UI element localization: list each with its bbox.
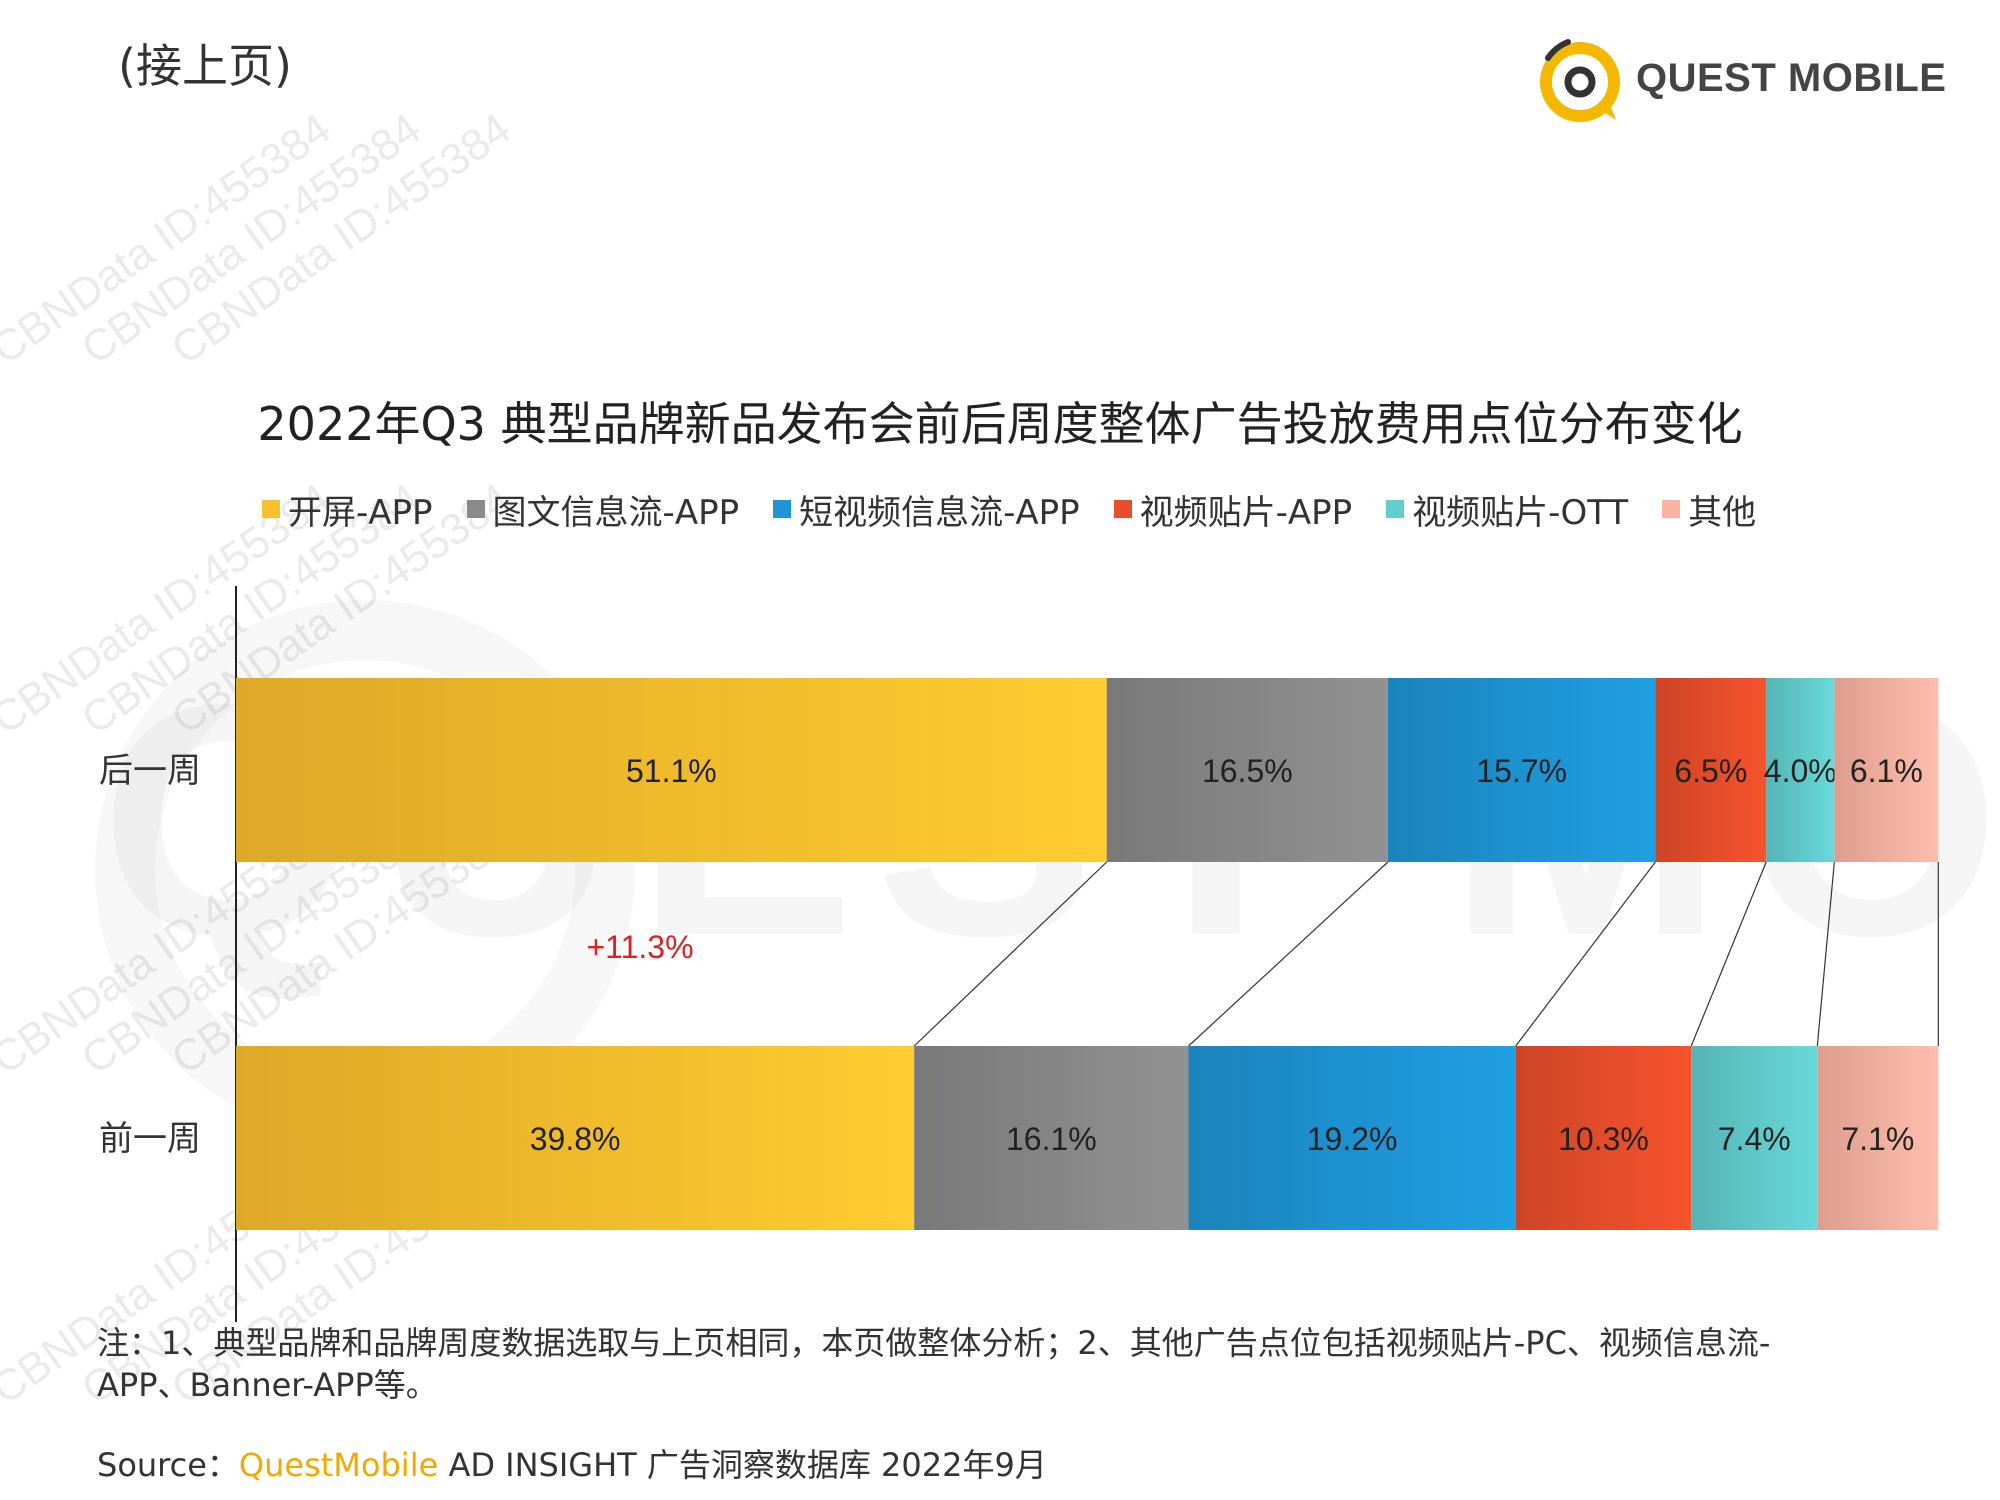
legend-item: 视频贴片-OTT	[1386, 485, 1628, 534]
bar-segment	[1106, 678, 1388, 862]
bar-segment	[1766, 678, 1835, 862]
connector-line	[1816, 861, 1835, 1047]
footnote: 注：1、典型品牌和品牌周度数据选取与上页相同，本页做整体分析；2、其他广告点位包…	[97, 1322, 1887, 1406]
legend-label: 图文信息流-APP	[492, 492, 740, 533]
change-annotation: +11.3%	[586, 929, 693, 965]
legend-item: 视频贴片-APP	[1113, 485, 1353, 534]
bar-segment	[236, 678, 1107, 862]
source-label: Source：	[97, 1446, 239, 1484]
data-label: 16.1%	[1006, 1121, 1097, 1157]
connector-line	[1690, 861, 1767, 1047]
legend-swatch	[1662, 500, 1681, 518]
bar-segment	[1188, 1046, 1516, 1230]
bar-segment	[1515, 1046, 1692, 1230]
connector-line	[1188, 861, 1389, 1047]
legend-item: 图文信息流-APP	[466, 485, 740, 534]
quest-mobile-logo: QUEST MOBILE	[1528, 28, 1946, 128]
category-label: 后一周	[99, 751, 201, 791]
legend-swatch	[1113, 500, 1132, 518]
legend-label: 视频贴片-APP	[1139, 492, 1353, 533]
bar-segment	[1691, 1046, 1818, 1230]
source-line: Source：QuestMobile AD INSIGHT 广告洞察数据库 20…	[97, 1440, 1047, 1486]
bar-segment	[1834, 678, 1939, 862]
data-label: 51.1%	[626, 753, 717, 789]
legend-swatch	[1386, 500, 1405, 518]
connector-line	[1515, 861, 1656, 1047]
legend-swatch	[466, 500, 485, 518]
legend-item: 其他	[1662, 485, 1756, 534]
continued-label: (接上页)	[118, 39, 292, 93]
data-label: 10.3%	[1558, 1121, 1649, 1157]
chart-title: 2022年Q3 典型品牌新品发布会前后周度整体广告投放费用点位分布变化	[257, 397, 1743, 451]
legend-swatch	[262, 500, 280, 518]
data-label: 6.1%	[1850, 753, 1923, 789]
legend-swatch	[773, 500, 792, 518]
data-label: 7.1%	[1841, 1121, 1914, 1157]
data-label: 19.2%	[1307, 1121, 1398, 1157]
connector-line	[913, 861, 1108, 1047]
footnote-line-1: 注：1、典型品牌和品牌周度数据选取与上页相同，本页做整体分析；2、其他广告点位包…	[97, 1324, 1771, 1362]
source-brand: QuestMobile	[238, 1446, 439, 1484]
legend-item: 开屏-APP	[262, 485, 433, 534]
bar-segment	[1387, 678, 1656, 862]
chart-legend: 开屏-APP 图文信息流-APP 短视频信息流-APP 视频贴片-APP 视频贴片-OT…	[262, 484, 1790, 534]
bar-segment	[1817, 1046, 1939, 1230]
category-label: 前一周	[99, 1119, 201, 1159]
bar-segment	[236, 1046, 915, 1230]
data-label: 7.4%	[1718, 1121, 1791, 1157]
quest-mobile-logo-icon	[1540, 39, 1620, 122]
legend-label: 开屏-APP	[288, 492, 433, 533]
data-label: 15.7%	[1476, 753, 1567, 789]
legend-label: 短视频信息流-APP	[799, 492, 1080, 533]
logo-text: QUEST MOBILE	[1636, 55, 1947, 100]
data-label: 4.0%	[1764, 753, 1837, 789]
bar-segment	[1655, 678, 1767, 862]
legend-label: 其他	[1688, 492, 1757, 533]
legend-label: 视频贴片-OTT	[1412, 492, 1629, 533]
legend-item: 短视频信息流-APP	[773, 485, 1080, 534]
data-label: 16.5%	[1202, 753, 1293, 789]
data-label: 6.5%	[1674, 753, 1747, 789]
source-text: AD INSIGHT 广告洞察数据库 2022年9月	[438, 1446, 1047, 1484]
footnote-line-2: APP、Banner-APP等。	[97, 1366, 438, 1404]
bar-segment	[914, 1046, 1189, 1230]
data-label: 39.8%	[530, 1121, 621, 1157]
